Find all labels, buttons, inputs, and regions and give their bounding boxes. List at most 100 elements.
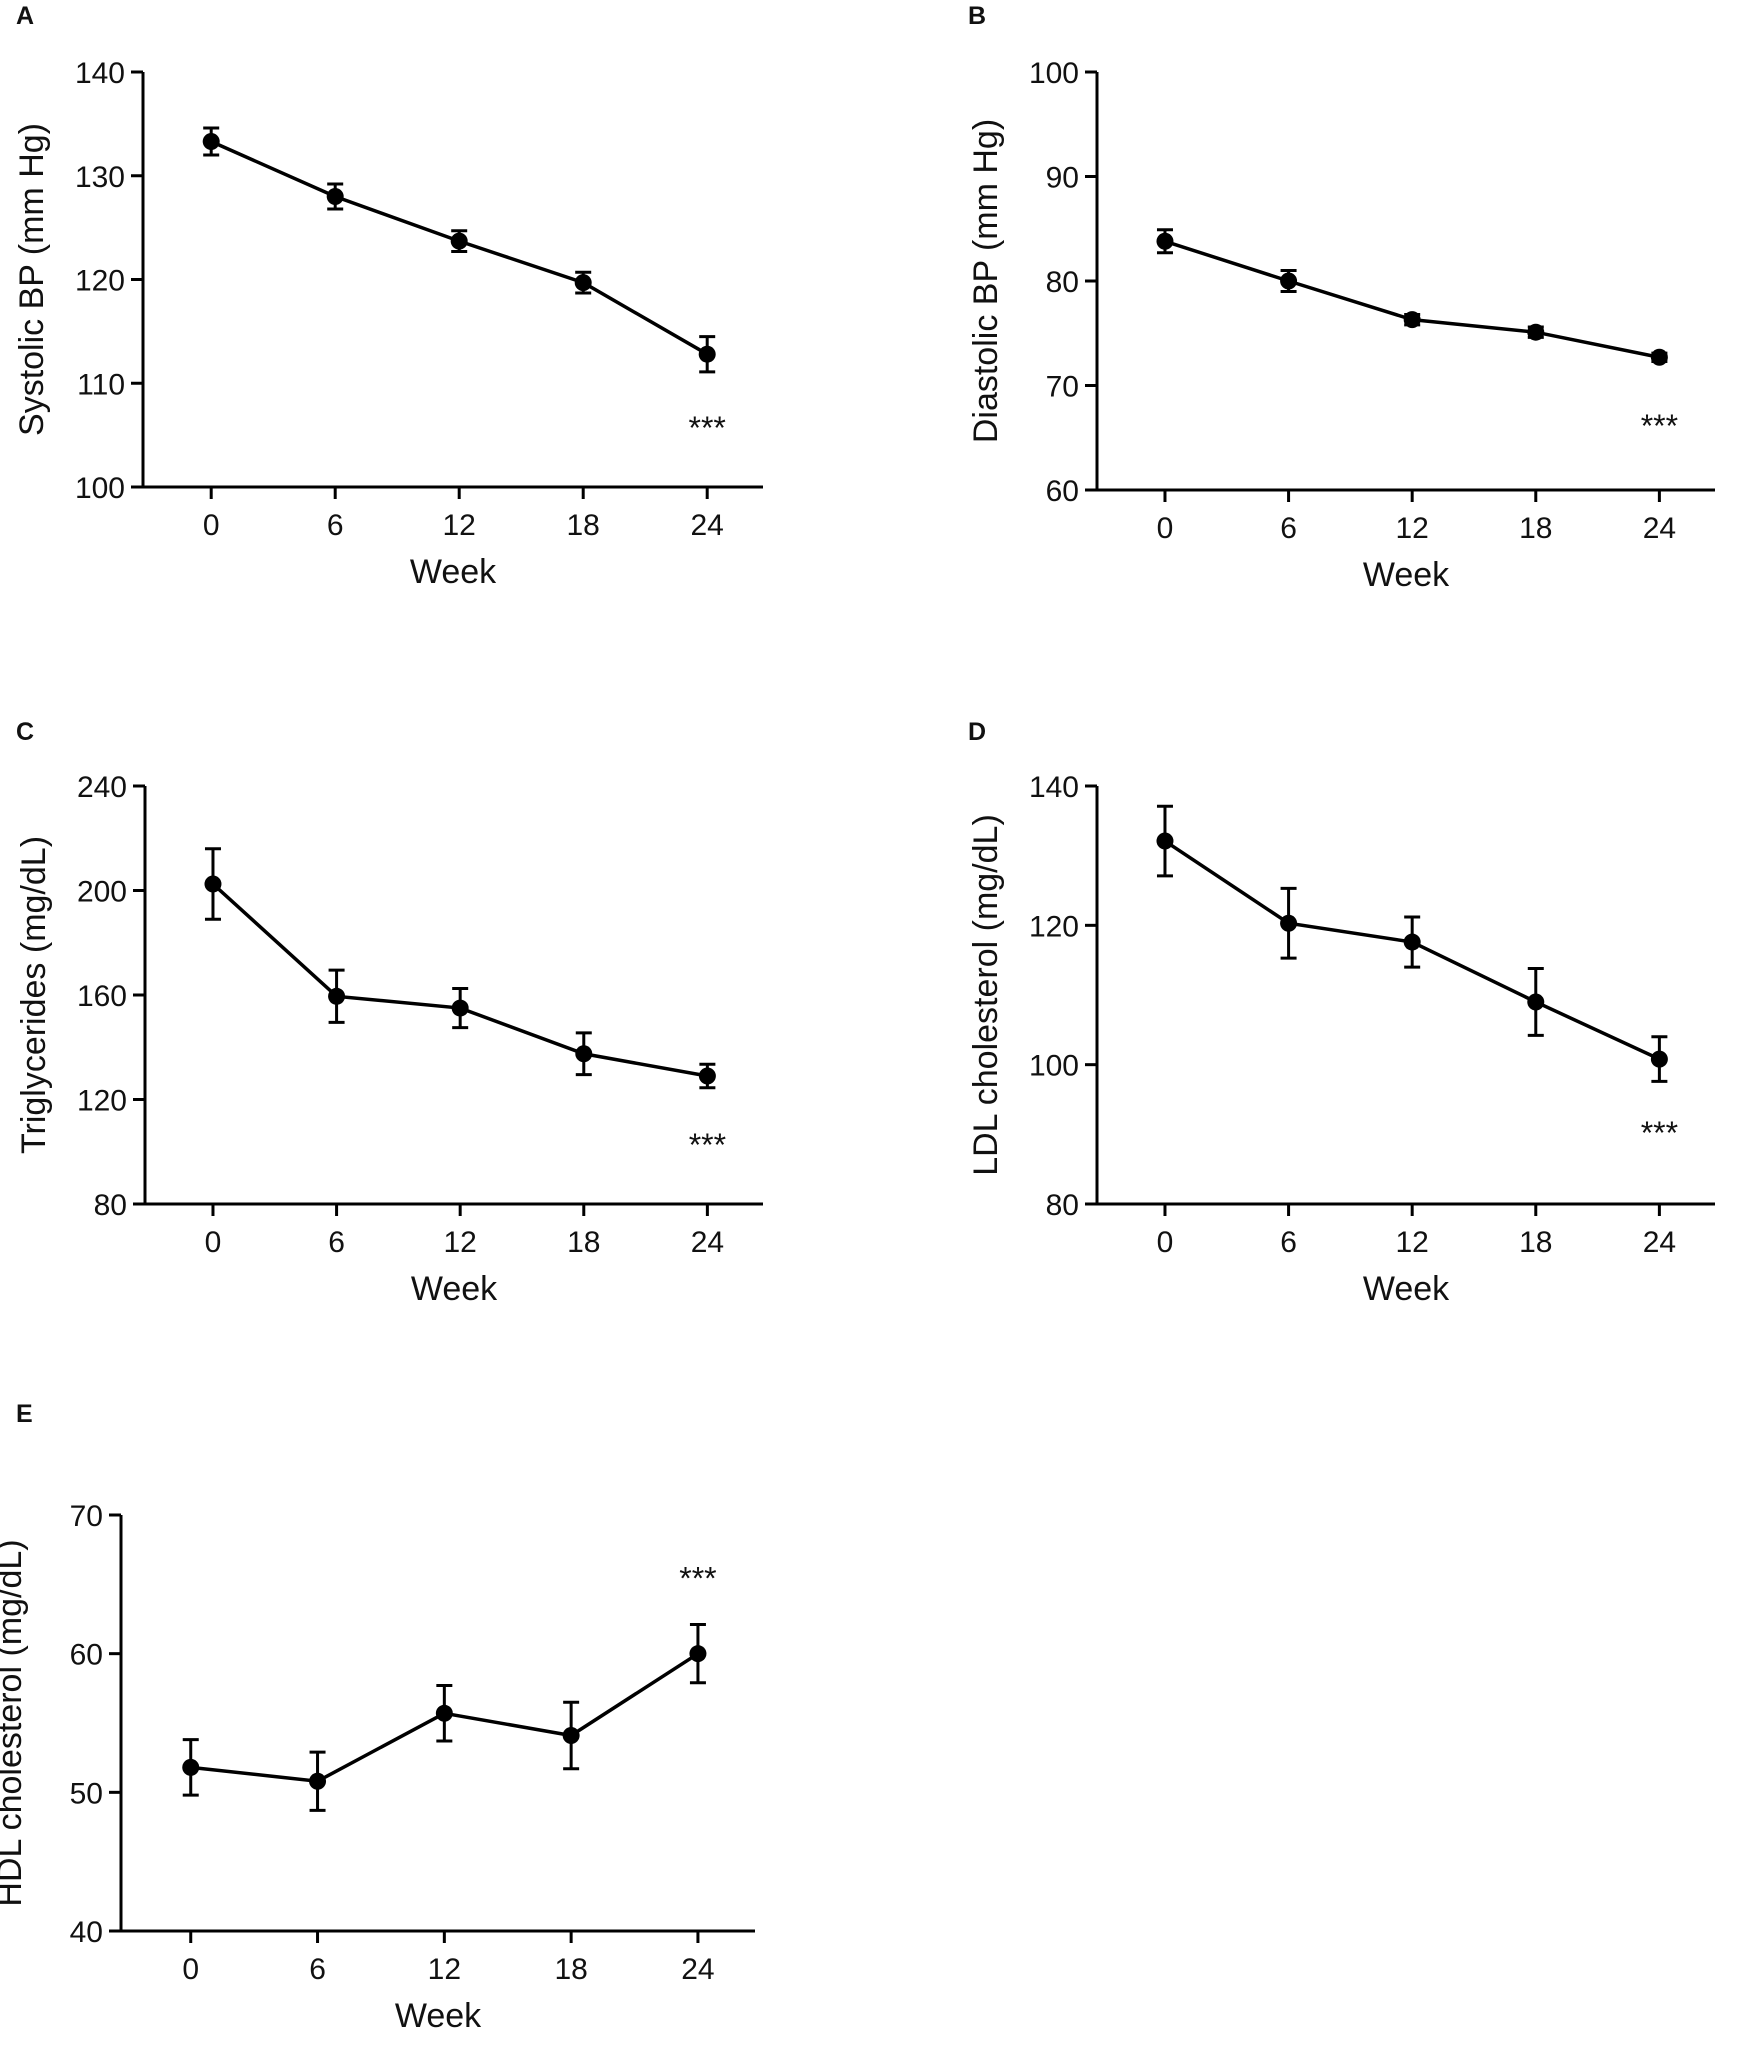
data-point: [451, 999, 469, 1017]
panel-a: A 100 110 120 130 140 0 6 12 18 24 Week Systolic BP …: [13, 2, 763, 591]
x-tick-label: 0: [203, 509, 220, 542]
panel-letter: B: [968, 2, 986, 30]
panel-letter: C: [16, 718, 34, 746]
x-tick-label: 24: [691, 1226, 724, 1259]
y-tick-label: 140: [75, 57, 125, 90]
data-point: [328, 987, 346, 1005]
panel-letter: D: [968, 718, 986, 746]
data-point: [1527, 993, 1545, 1011]
data-point: [182, 1758, 200, 1776]
data-point: [202, 133, 220, 151]
data-point: [1156, 232, 1174, 250]
y-tick-label: 90: [1046, 162, 1079, 195]
y-tick-label: 70: [1046, 371, 1079, 404]
data-point: [1650, 1050, 1668, 1068]
data-point: [326, 188, 344, 205]
data-point: [1280, 272, 1298, 290]
y-axis-title: Systolic BP (mm Hg): [13, 123, 51, 436]
panel-c: C 80 120 160 200 240 0 6 12 18 24 Week Triglycerides…: [15, 718, 763, 1308]
x-axis-title: Week: [411, 1270, 498, 1308]
y-tick-label: 100: [75, 472, 125, 505]
y-tick-label: 120: [77, 1085, 127, 1118]
y-tick-label: 140: [1029, 771, 1079, 804]
x-tick-label: 12: [1395, 512, 1428, 545]
data-point: [1280, 914, 1298, 932]
x-tick-label: 18: [567, 1226, 600, 1259]
data-point: [309, 1772, 327, 1790]
y-tick-label: 50: [70, 1777, 103, 1810]
x-axis-title: Week: [395, 1997, 482, 2035]
significance-marker: ***: [689, 1127, 726, 1163]
panel-letter: A: [16, 2, 34, 30]
panel-letter: E: [16, 1400, 33, 1428]
y-tick-label: 100: [1029, 57, 1079, 90]
y-tick-label: 80: [1046, 266, 1079, 299]
series-line: [211, 882, 708, 1078]
y-axis-title: HDL cholesterol (mg/dL): [0, 1539, 29, 1906]
y-axis-title: Diastolic BP (mm Hg): [967, 119, 1005, 443]
data-point: [562, 1726, 580, 1744]
x-axis-title: Week: [410, 553, 497, 591]
data-point: [575, 1045, 593, 1063]
data-point: [1650, 348, 1668, 366]
x-tick-label: 18: [1519, 512, 1552, 545]
y-tick-label: 130: [75, 161, 125, 194]
series-line: [1164, 239, 1660, 360]
y-tick-label: 80: [94, 1189, 127, 1222]
x-tick-label: 0: [205, 1226, 222, 1259]
panel-d: D 80 100 120 140 0 6 12 18 24 Week LDL cholesterol …: [967, 718, 1715, 1308]
x-tick-label: 6: [1280, 1226, 1297, 1259]
y-tick-label: 40: [70, 1916, 103, 1949]
x-tick-label: 0: [1157, 1226, 1174, 1259]
y-tick-label: 120: [75, 265, 125, 298]
y-tick-label: 120: [1029, 910, 1079, 943]
y-tick-label: 160: [77, 980, 127, 1013]
x-tick-label: 6: [327, 509, 344, 542]
y-tick-label: 200: [77, 876, 127, 909]
data-point: [1527, 323, 1545, 341]
data-point: [698, 345, 716, 363]
y-tick-label: 60: [1046, 475, 1079, 508]
y-axis-title: LDL cholesterol (mg/dL): [967, 814, 1005, 1176]
x-tick-label: 0: [182, 1953, 199, 1986]
data-point: [435, 1704, 453, 1722]
significance-marker: ***: [689, 410, 726, 446]
x-tick-label: 12: [428, 1953, 461, 1986]
data-point: [574, 274, 592, 292]
x-tick-label: 24: [691, 509, 724, 542]
x-tick-label: 18: [1519, 1226, 1552, 1259]
y-tick-label: 80: [1046, 1189, 1079, 1222]
x-tick-label: 6: [309, 1953, 326, 1986]
y-tick-label: 70: [70, 1500, 103, 1533]
data-point: [1403, 933, 1421, 951]
x-tick-label: 18: [554, 1953, 587, 1986]
data-point: [1156, 832, 1174, 850]
x-tick-label: 0: [1157, 512, 1174, 545]
x-tick-label: 18: [567, 509, 600, 542]
y-tick-label: 60: [70, 1639, 103, 1672]
x-tick-label: 6: [328, 1226, 345, 1259]
y-tick-label: 240: [77, 771, 127, 804]
panel-b: B 60 70 80 90 100 0 6 12 18 24 Week Diastolic BP (mm…: [967, 2, 1715, 594]
x-tick-label: 24: [1643, 1226, 1676, 1259]
significance-marker: ***: [1641, 1115, 1678, 1151]
data-point: [204, 875, 222, 893]
y-tick-label: 100: [1029, 1050, 1079, 1083]
x-tick-label: 12: [443, 1226, 476, 1259]
data-point: [1403, 311, 1421, 329]
x-axis-title: Week: [1363, 1270, 1450, 1308]
x-tick-label: 12: [443, 509, 476, 542]
panel-e: E 40 50 60 70 0 6 12 18 24 Week HDL cholesterol (mg…: [0, 1400, 755, 2035]
x-tick-label: 12: [1395, 1226, 1428, 1259]
x-tick-label: 24: [681, 1953, 714, 1986]
significance-marker: ***: [679, 1560, 716, 1596]
x-axis-title: Week: [1363, 556, 1450, 594]
x-tick-label: 6: [1280, 512, 1297, 545]
data-point: [698, 1067, 716, 1085]
data-point: [689, 1645, 707, 1663]
data-point: [450, 232, 468, 250]
y-tick-label: 110: [77, 368, 125, 401]
significance-marker: ***: [1641, 408, 1678, 444]
y-axis-title: Triglycerides (mg/dL): [15, 836, 53, 1154]
